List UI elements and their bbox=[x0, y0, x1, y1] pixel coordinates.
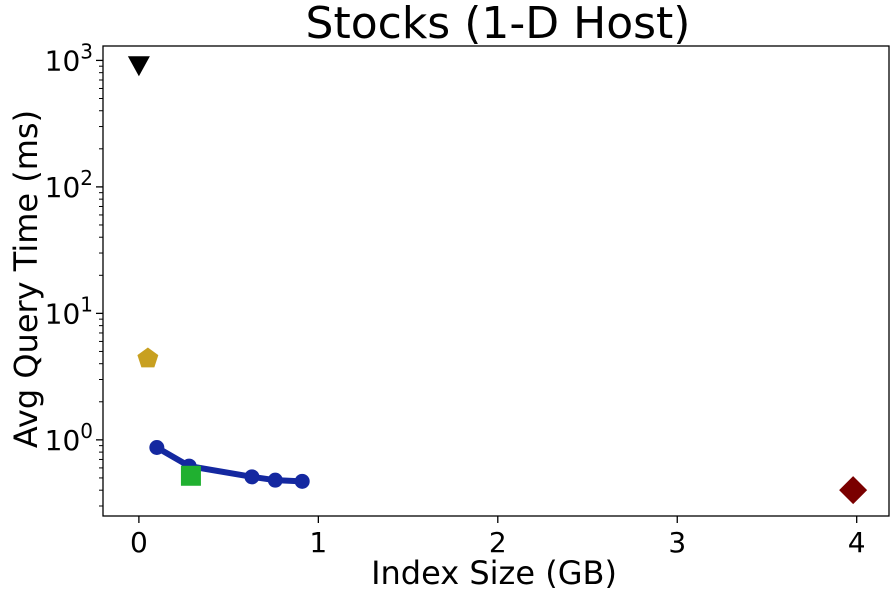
data-point-circle bbox=[267, 472, 283, 488]
series-square bbox=[180, 465, 201, 486]
data-point-circle bbox=[149, 440, 165, 456]
x-axis-label: Index Size (GB) bbox=[371, 554, 617, 592]
x-tick-label: 2 bbox=[489, 526, 507, 559]
y-tick-base: 10 bbox=[45, 44, 81, 77]
x-tick-label: 3 bbox=[668, 526, 686, 559]
data-marks bbox=[127, 56, 868, 505]
data-point-square bbox=[180, 465, 201, 486]
series-pentagon bbox=[137, 347, 159, 368]
x-tick-label: 4 bbox=[848, 526, 866, 559]
x-axis: 0 1 2 3 4 bbox=[130, 516, 866, 559]
plot-area bbox=[102, 45, 890, 517]
data-point-triangle bbox=[127, 56, 150, 77]
y-tick-base: 10 bbox=[45, 297, 81, 330]
series-circle-line bbox=[149, 440, 310, 489]
y-tick-exponent: 3 bbox=[80, 39, 93, 63]
series-triangle-down bbox=[127, 56, 150, 77]
y-tick-label: 103 bbox=[45, 39, 93, 77]
data-point-pentagon bbox=[137, 347, 159, 368]
y-tick-label: 102 bbox=[45, 166, 93, 204]
y-tick-exponent: 2 bbox=[80, 166, 93, 190]
y-tick-exponent: 1 bbox=[80, 292, 93, 316]
y-tick-base: 10 bbox=[45, 424, 81, 457]
data-point-diamond bbox=[839, 476, 868, 505]
y-tick-label: 100 bbox=[45, 419, 93, 457]
y-axis-label: Avg Query Time (ms) bbox=[7, 110, 45, 448]
y-tick-base: 10 bbox=[45, 171, 81, 204]
y-tick-exponent: 0 bbox=[80, 419, 93, 443]
y-tick-label: 101 bbox=[45, 292, 93, 330]
series-diamond bbox=[839, 476, 868, 505]
data-point-circle bbox=[294, 473, 310, 489]
data-point-circle bbox=[244, 469, 260, 485]
chart-title: Stocks (1-D Host) bbox=[306, 0, 691, 49]
x-tick-label: 0 bbox=[130, 526, 148, 559]
x-tick-label: 1 bbox=[309, 526, 327, 559]
